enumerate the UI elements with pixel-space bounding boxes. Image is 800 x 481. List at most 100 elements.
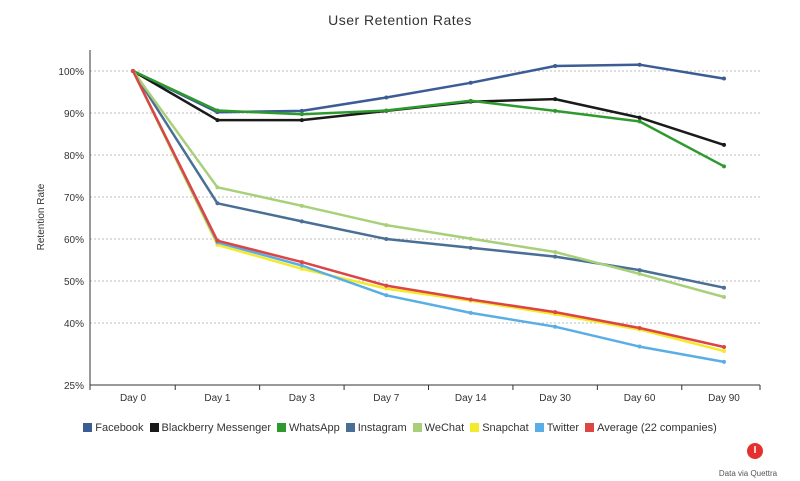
chart-title: User Retention Rates — [328, 12, 472, 28]
data-point — [553, 250, 558, 255]
data-point — [384, 223, 389, 228]
series-line — [131, 69, 726, 349]
data-point — [215, 108, 220, 113]
data-point — [299, 260, 304, 265]
data-point — [299, 112, 304, 117]
data-point — [384, 237, 389, 241]
data-point — [299, 108, 304, 113]
quettra-logo-icon: I — [747, 443, 763, 459]
data-point — [299, 203, 304, 208]
data-point — [637, 344, 642, 349]
y-tick-label: 90% — [64, 109, 84, 120]
series-average-22-companies — [131, 69, 726, 349]
y-tick-label: 40% — [64, 319, 84, 330]
data-point — [131, 69, 135, 73]
x-tick-label: Day 30 — [539, 393, 571, 404]
y-tick-label: 100% — [58, 67, 84, 78]
data-point — [384, 286, 389, 291]
series-instagram — [131, 69, 726, 290]
legend-item: Blackberry Messenger — [149, 422, 271, 434]
series-line — [131, 69, 726, 353]
x-tick-label: Day 60 — [624, 393, 656, 404]
series-line — [131, 69, 726, 299]
data-point — [384, 283, 389, 288]
data-point — [553, 97, 558, 102]
series-line — [131, 69, 726, 147]
legend-label: Blackberry Messenger — [161, 422, 271, 434]
series-blackberry-messenger — [131, 69, 726, 147]
series-whatsapp — [131, 69, 726, 169]
legend-swatch — [534, 423, 544, 432]
legend-label: Facebook — [95, 422, 144, 434]
gridlines — [90, 70, 760, 324]
data-point — [722, 76, 726, 81]
data-point — [722, 349, 726, 354]
series-wechat — [131, 69, 726, 299]
data-point — [468, 80, 473, 85]
legend-swatch — [149, 423, 159, 432]
legend-item: WeChat — [412, 422, 465, 434]
data-point — [384, 293, 389, 298]
y-tick-label: 70% — [64, 193, 84, 204]
series-line — [131, 69, 726, 364]
data-credit: I Data via Quettra — [718, 443, 778, 481]
series-line — [131, 69, 726, 289]
data-point — [215, 201, 220, 206]
x-tick-label: Day 7 — [373, 393, 400, 404]
series-line — [131, 69, 726, 168]
legend-label: WeChat — [424, 422, 465, 434]
x-tick-label: Day 90 — [708, 393, 740, 404]
legend-item: Twitter — [534, 422, 580, 434]
data-point — [299, 219, 304, 224]
x-tick-label: Day 1 — [204, 393, 231, 404]
data-point — [722, 164, 726, 169]
data-point — [637, 325, 642, 330]
data-point — [553, 310, 558, 315]
data-point — [299, 266, 304, 271]
data-point — [299, 263, 304, 268]
series-twitter — [131, 69, 726, 364]
data-point — [553, 108, 558, 113]
data-point — [722, 285, 726, 290]
data-point — [722, 142, 726, 147]
data-point — [637, 268, 642, 273]
legend: Facebook Blackberry Messenger WhatsApp Inst… — [0, 422, 800, 434]
y-tick-label: 80% — [64, 151, 84, 162]
axes — [89, 50, 761, 390]
data-point — [553, 324, 558, 329]
legend-swatch — [412, 423, 422, 432]
legend-swatch — [585, 423, 595, 432]
data-point — [384, 108, 389, 113]
legend-item: Average (22 companies) — [585, 422, 717, 434]
legend-item: Instagram — [345, 422, 407, 434]
data-point — [722, 294, 726, 299]
y-axis-ticks: 100% 90% 80% 70% 60% 50% 40% 25% — [58, 67, 84, 392]
y-axis-label: Retention Rate — [36, 183, 47, 250]
legend-label: Instagram — [357, 422, 407, 434]
legend-swatch — [83, 423, 93, 432]
legend-item: Facebook — [83, 422, 144, 434]
legend-swatch — [470, 423, 480, 432]
series-lines — [131, 62, 726, 364]
data-point — [722, 359, 726, 364]
legend-label: Snapchat — [482, 422, 529, 434]
x-tick-label: Day 14 — [455, 393, 487, 404]
data-point — [468, 297, 473, 302]
data-point — [468, 310, 473, 315]
legend-label: WhatsApp — [288, 422, 340, 434]
credit-text: Data via Quettra — [718, 469, 778, 478]
y-tick-label: 25% — [64, 381, 84, 392]
data-point — [637, 62, 642, 67]
data-point — [384, 95, 389, 100]
legend-label: Average (22 companies) — [597, 422, 717, 434]
data-point — [215, 185, 220, 190]
x-tick-label: Day 0 — [120, 393, 147, 404]
legend-item: WhatsApp — [276, 422, 340, 434]
y-tick-label: 50% — [64, 277, 84, 288]
legend-label: Twitter — [546, 422, 580, 434]
data-point — [553, 254, 558, 259]
x-tick-label: Day 3 — [289, 393, 316, 404]
data-point — [215, 118, 220, 123]
data-point — [637, 115, 642, 120]
